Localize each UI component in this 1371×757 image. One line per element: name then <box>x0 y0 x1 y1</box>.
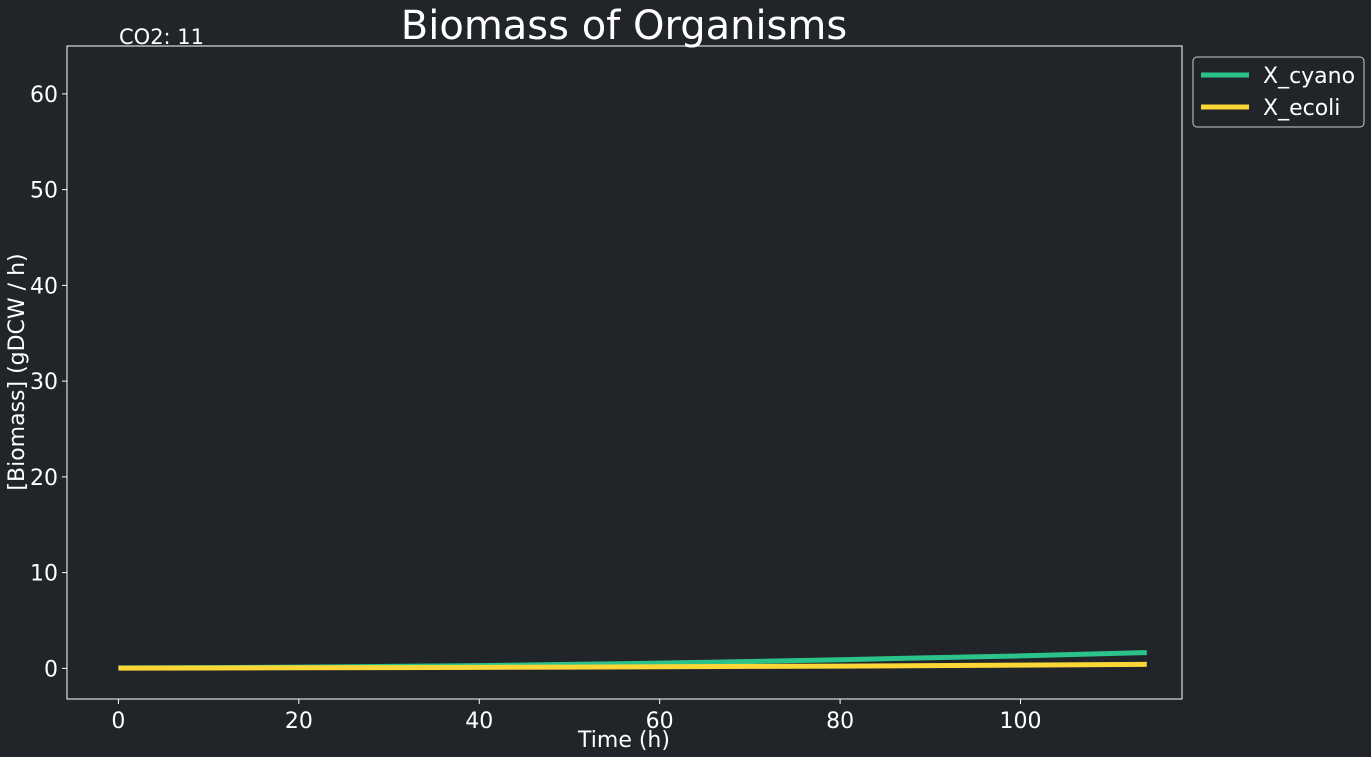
y-tick-label: 60 <box>30 83 58 108</box>
y-tick-label: 50 <box>30 179 58 204</box>
x-tick-label: 100 <box>1000 709 1042 734</box>
y-tick-label: 0 <box>44 657 58 682</box>
co2-annotation: CO2: 11 <box>119 25 204 49</box>
x-tick-label: 0 <box>111 709 125 734</box>
chart-title: Biomass of Organisms <box>401 3 847 49</box>
legend-label-x-ecoli: X_ecoli <box>1263 96 1340 121</box>
plot-area <box>66 45 1183 700</box>
y-tick-label: 30 <box>30 370 58 395</box>
series-line-x-ecoli <box>118 661 1147 671</box>
y-axis-ticks: 0 10 20 30 40 50 60 <box>30 83 67 682</box>
x-axis-ticks: 0 20 40 60 80 100 <box>111 699 1042 734</box>
x-axis-label: Time (h) <box>577 728 670 753</box>
y-tick-label: 20 <box>30 466 58 491</box>
x-tick-label: 80 <box>826 709 854 734</box>
series-layer <box>118 650 1147 671</box>
x-tick-label: 60 <box>646 709 674 734</box>
legend: X_cyano X_ecoli <box>1192 56 1365 128</box>
x-tick-label: 20 <box>285 709 313 734</box>
y-tick-label: 40 <box>30 274 58 299</box>
x-tick-label: 40 <box>465 709 493 734</box>
legend-label-x-cyano: X_cyano <box>1263 64 1355 89</box>
y-tick-label: 10 <box>30 562 58 587</box>
y-axis-label: [Biomass] (gDCW / h) <box>5 253 30 490</box>
